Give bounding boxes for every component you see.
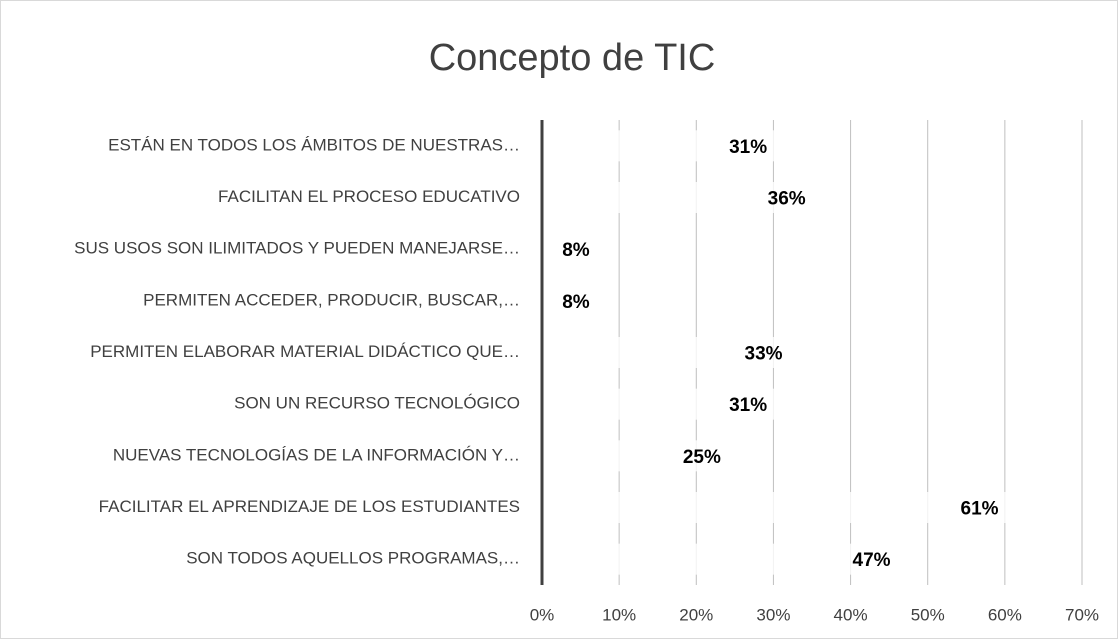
value-label: 25%: [683, 447, 721, 468]
bar: [542, 233, 604, 265]
y-tick-label: NUEVAS TECNOLOGÍAS DE LA INFORMACIÓN Y…: [113, 445, 520, 464]
value-label: 8%: [562, 240, 590, 261]
x-tick-label: 70%: [1065, 605, 1099, 624]
value-label: 36%: [768, 189, 806, 210]
bar: [542, 543, 905, 575]
y-tick-label: SUS USOS SON ILIMITADOS Y PUEDEN MANEJAR…: [74, 239, 520, 258]
value-label: 33%: [745, 344, 783, 365]
value-label: 47%: [853, 550, 891, 571]
bar: [542, 285, 604, 317]
bar: [542, 337, 797, 368]
y-tick-label: FACILITAN EL PROCESO EDUCATIVO: [218, 187, 520, 206]
bar: [542, 388, 782, 420]
x-tick-label: 30%: [756, 605, 790, 624]
bar: [542, 130, 782, 162]
y-tick-label: SON UN RECURSO TECNOLÓGICO: [234, 394, 520, 413]
y-tick-label: PERMITEN ELABORAR MATERIAL DIDÁCTICO QUE…: [90, 342, 520, 361]
value-label: 8%: [562, 292, 590, 313]
x-tick-label: 50%: [911, 605, 945, 624]
x-tick-label: 60%: [988, 605, 1022, 624]
x-tick-label: 10%: [602, 605, 636, 624]
bar: [542, 492, 1013, 523]
bar: [542, 182, 820, 213]
x-tick-label: 20%: [679, 605, 713, 624]
x-tick-label: 40%: [834, 605, 868, 624]
value-label: 31%: [729, 137, 767, 158]
value-label: 61%: [961, 499, 999, 520]
value-label: 31%: [729, 395, 767, 416]
y-tick-label: PERMITEN ACCEDER, PRODUCIR, BUSCAR,…: [143, 290, 520, 309]
x-tick-label: 0%: [530, 605, 555, 624]
y-tick-label: FACILITAR EL APRENDIZAJE DE LOS ESTUDIAN…: [99, 497, 520, 516]
y-tick-label: ESTÁN EN TODOS LOS ÁMBITOS DE NUESTRAS…: [108, 135, 520, 154]
bar: [542, 440, 735, 472]
chart-title: Concepto de TIC: [429, 37, 716, 79]
y-tick-label: SON TODOS AQUELLOS PROGRAMAS,…: [186, 549, 520, 568]
